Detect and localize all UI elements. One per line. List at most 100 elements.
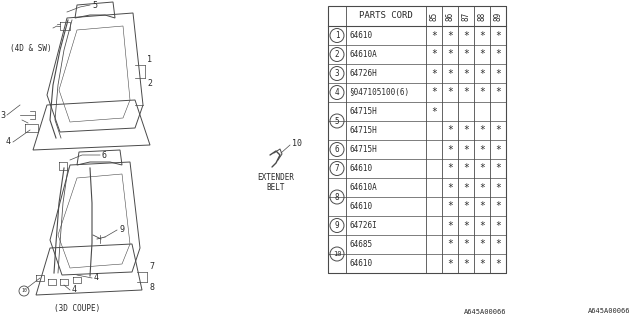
Text: *: * [495,50,501,60]
Text: *: * [447,202,453,212]
Text: *: * [479,30,485,41]
Bar [328,6,506,273]
Text: *: * [463,125,469,135]
Text: *: * [463,220,469,230]
Text: *: * [479,68,485,78]
Text: *: * [463,87,469,98]
Text: *: * [463,50,469,60]
Text: *: * [447,239,453,250]
Text: 89: 89 [493,12,502,20]
Text: 64610: 64610 [349,164,372,173]
Text: *: * [479,239,485,250]
Text: *: * [447,145,453,155]
Text: *: * [463,164,469,173]
Text: *: * [479,164,485,173]
Text: *: * [447,182,453,193]
Text: 85: 85 [429,12,438,20]
Text: 10: 10 [292,140,302,148]
Text: *: * [431,87,437,98]
Text: *: * [479,50,485,60]
Text: *: * [495,68,501,78]
Text: 64715H: 64715H [349,126,377,135]
Text: 9: 9 [335,221,339,230]
Text: A645A00066: A645A00066 [588,308,630,314]
Text: 6: 6 [102,150,107,159]
Text: *: * [495,182,501,193]
Text: *: * [463,145,469,155]
Text: *: * [463,30,469,41]
Text: 88: 88 [477,12,486,20]
Text: 4: 4 [94,274,99,283]
Text: 4: 4 [72,285,77,294]
Text: *: * [495,202,501,212]
Text: 64610: 64610 [349,202,372,211]
Text: *: * [495,164,501,173]
Text: *: * [447,68,453,78]
Text: 2: 2 [335,50,339,59]
Text: *: * [463,239,469,250]
Text: 9: 9 [119,226,124,235]
Text: *: * [479,145,485,155]
Text: *: * [447,50,453,60]
Text: 86: 86 [445,12,454,20]
Text: 64715H: 64715H [349,145,377,154]
Text: PARTS CORD: PARTS CORD [359,12,413,20]
Text: *: * [463,182,469,193]
Text: 6: 6 [335,145,339,154]
Text: *: * [495,220,501,230]
Text: 3: 3 [335,69,339,78]
Text: 10: 10 [21,289,27,293]
Text: 7: 7 [335,164,339,173]
Text: 64610: 64610 [349,31,372,40]
Text: (3D COUPE): (3D COUPE) [54,303,100,313]
Text: *: * [431,50,437,60]
Text: 64610A: 64610A [349,183,377,192]
Text: 87: 87 [461,12,470,20]
Text: A645A00066: A645A00066 [463,309,506,315]
Text: *: * [495,125,501,135]
Text: *: * [495,239,501,250]
Text: 10: 10 [333,251,341,257]
Text: 64685: 64685 [349,240,372,249]
Text: §047105100(6): §047105100(6) [349,88,409,97]
Text: 5: 5 [335,116,339,125]
Text: *: * [447,220,453,230]
Text: 64715H: 64715H [349,107,377,116]
Text: *: * [495,87,501,98]
Text: *: * [431,68,437,78]
Text: *: * [479,182,485,193]
Text: *: * [495,145,501,155]
Text: 1: 1 [147,55,152,64]
Text: 64726I: 64726I [349,221,377,230]
Text: *: * [463,68,469,78]
Text: 64726H: 64726H [349,69,377,78]
Text: EXTENDER
BELT: EXTENDER BELT [257,173,294,192]
Text: 64610: 64610 [349,259,372,268]
Text: 1: 1 [335,31,339,40]
Text: *: * [479,202,485,212]
Text: 2: 2 [147,79,152,88]
Text: *: * [495,30,501,41]
Text: *: * [447,30,453,41]
Text: *: * [431,107,437,116]
Text: *: * [479,125,485,135]
Text: (4D & SW): (4D & SW) [10,44,52,52]
Text: *: * [479,87,485,98]
Text: *: * [447,125,453,135]
Text: 4: 4 [6,138,11,147]
Text: 7: 7 [149,262,154,271]
Text: *: * [479,220,485,230]
Text: 4: 4 [335,88,339,97]
Text: *: * [447,164,453,173]
Text: *: * [463,202,469,212]
Text: *: * [463,259,469,268]
Text: 8: 8 [335,193,339,202]
Text: *: * [495,259,501,268]
Text: *: * [431,30,437,41]
Text: *: * [447,87,453,98]
Text: 3: 3 [0,110,5,119]
Text: 5: 5 [92,1,97,10]
Text: 8: 8 [149,283,154,292]
Text: *: * [479,259,485,268]
Text: *: * [447,259,453,268]
